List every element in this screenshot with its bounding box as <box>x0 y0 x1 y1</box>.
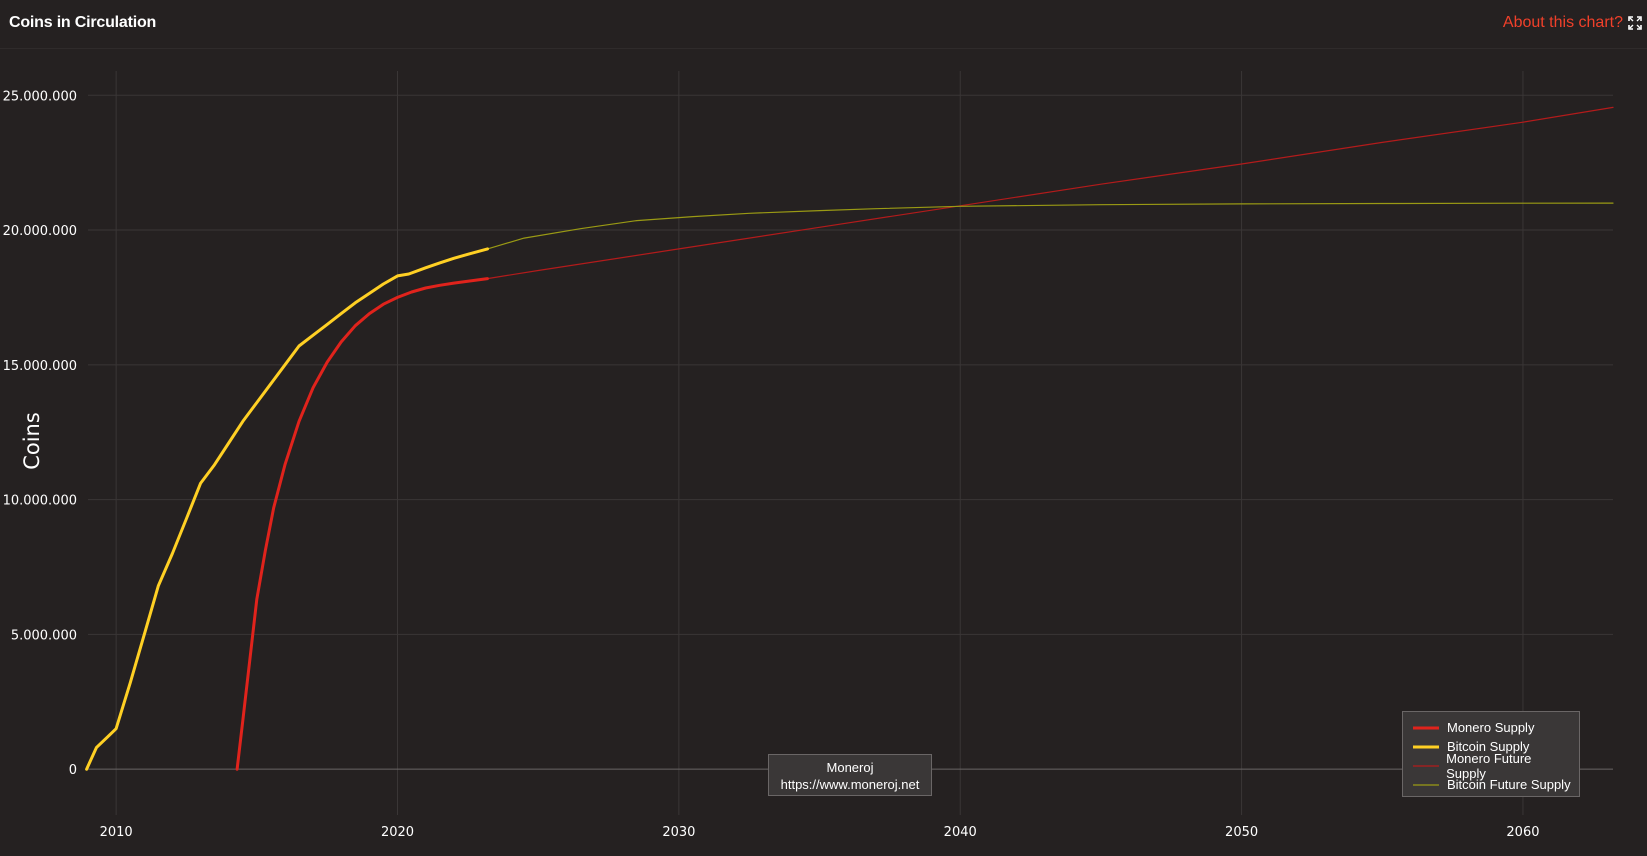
watermark-url: https://www.moneroj.net <box>780 777 920 792</box>
series-line-bitcoin-future-supply <box>486 202 1614 250</box>
chart-header: Coins in Circulation About this chart? <box>0 0 1647 49</box>
x-axis-ticks: 2010 2020 2030 2040 2050 2060 <box>100 825 1540 840</box>
legend-item[interactable]: Monero Future Supply <box>1411 751 1571 781</box>
y-tick-label: 0 <box>69 763 77 778</box>
chart-title: Coins in Circulation <box>9 14 157 31</box>
x-tick-label: 2010 <box>100 825 133 840</box>
y-axis-ticks: 0 5.000.000 10.000.000 15.000.000 20.000.000… <box>3 89 77 778</box>
y-tick-label: 10.000.000 <box>3 494 77 509</box>
x-tick-label: 2060 <box>1506 825 1539 840</box>
x-tick-label: 2030 <box>662 825 695 840</box>
expand-icon[interactable] <box>1628 16 1642 30</box>
grid-lines <box>88 71 1613 815</box>
legend-label: Bitcoin Supply <box>1447 739 1530 754</box>
x-tick-label: 2050 <box>1225 825 1258 840</box>
chart-legend: Monero Supply Bitcoin Supply Monero Future… <box>1402 711 1580 797</box>
y-tick-label: 20.000.000 <box>3 224 77 239</box>
legend-item[interactable]: Monero Supply <box>1411 718 1571 737</box>
series-lines <box>85 106 1614 771</box>
watermark-box: Moneroj https://www.moneroj.net <box>768 754 932 796</box>
x-tick-label: 2040 <box>944 825 977 840</box>
legend-item[interactable]: Bitcoin Supply <box>1411 737 1571 756</box>
legend-label: Bitcoin Future Supply <box>1447 777 1571 792</box>
legend-swatch <box>1413 783 1439 786</box>
series-line-monero-future-supply <box>486 106 1614 280</box>
series-line-monero-supply <box>235 277 489 771</box>
y-tick-label: 5.000.000 <box>11 628 77 643</box>
legend-label: Monero Future Supply <box>1446 750 1532 781</box>
legend-swatch <box>1413 764 1439 767</box>
about-chart-link[interactable]: About this chart? <box>1502 14 1623 31</box>
x-tick-label: 2020 <box>381 825 414 840</box>
y-axis-title: Coins <box>20 412 44 470</box>
legend-label: Monero Supply <box>1447 720 1535 735</box>
series-line-bitcoin-supply <box>85 247 489 771</box>
watermark-name: Moneroj <box>826 760 874 775</box>
legend-item[interactable]: Bitcoin Future Supply <box>1411 775 1571 794</box>
legend-swatch <box>1413 745 1439 748</box>
legend-swatch <box>1413 726 1439 729</box>
y-tick-label: 15.000.000 <box>3 359 77 374</box>
y-tick-label: 25.000.000 <box>3 89 77 104</box>
